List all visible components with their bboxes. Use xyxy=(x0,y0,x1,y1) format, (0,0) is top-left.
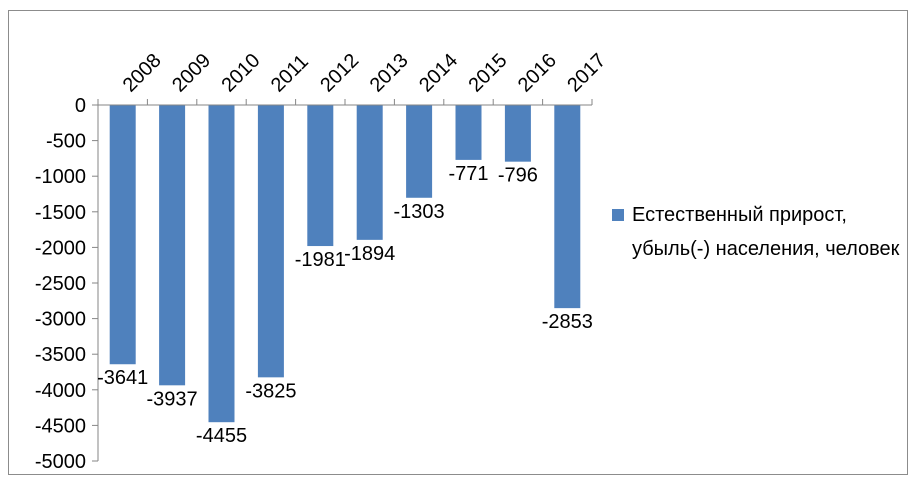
x-tick-label: 2011 xyxy=(267,51,313,97)
data-label: -1303 xyxy=(394,201,445,223)
bar xyxy=(554,105,581,309)
y-tick-label: -4000 xyxy=(35,380,86,402)
bar xyxy=(109,105,136,365)
x-tick-label: 2009 xyxy=(168,50,215,97)
x-tick-label: 2008 xyxy=(119,50,166,97)
bar xyxy=(159,105,186,386)
y-tick-label: -1500 xyxy=(35,202,86,224)
y-tick-label: -1000 xyxy=(35,166,86,188)
bar xyxy=(504,105,531,162)
data-label: -1981 xyxy=(295,249,346,271)
x-tick-label: 2010 xyxy=(217,50,264,97)
data-label: -3825 xyxy=(245,380,296,402)
x-tick-label: 2014 xyxy=(415,50,462,97)
bar xyxy=(455,105,482,160)
x-tick-label: 2017 xyxy=(563,50,610,97)
data-label: -1894 xyxy=(344,243,395,265)
y-tick-label: -2500 xyxy=(35,273,86,295)
y-tick-label: -500 xyxy=(46,131,86,153)
y-tick-label: -3000 xyxy=(35,309,86,331)
bar xyxy=(257,105,284,378)
data-label: -796 xyxy=(498,165,538,187)
chart-frame xyxy=(8,10,908,475)
data-label: -4455 xyxy=(196,425,247,447)
data-label: -771 xyxy=(448,163,488,185)
y-tick-label: 0 xyxy=(75,95,86,117)
y-tick-label: -2000 xyxy=(35,237,86,259)
x-tick-label: 2012 xyxy=(316,50,363,97)
bar xyxy=(208,105,235,423)
data-label: -3937 xyxy=(147,388,198,410)
x-tick-label: 2016 xyxy=(514,50,561,97)
legend-swatch xyxy=(612,209,624,221)
y-tick-label: -4500 xyxy=(35,415,86,437)
x-tick-label: 2015 xyxy=(464,50,511,97)
legend-label: Естественный прирост, убыль(-) населения… xyxy=(632,204,900,260)
y-tick-label: -5000 xyxy=(35,451,86,473)
bar xyxy=(356,105,383,240)
data-label: -3641 xyxy=(97,367,148,389)
bar xyxy=(307,105,334,247)
x-tick-label: 2013 xyxy=(366,50,413,97)
bar xyxy=(406,105,433,198)
data-label: -2853 xyxy=(542,311,593,333)
y-tick-label: -3500 xyxy=(35,344,86,366)
